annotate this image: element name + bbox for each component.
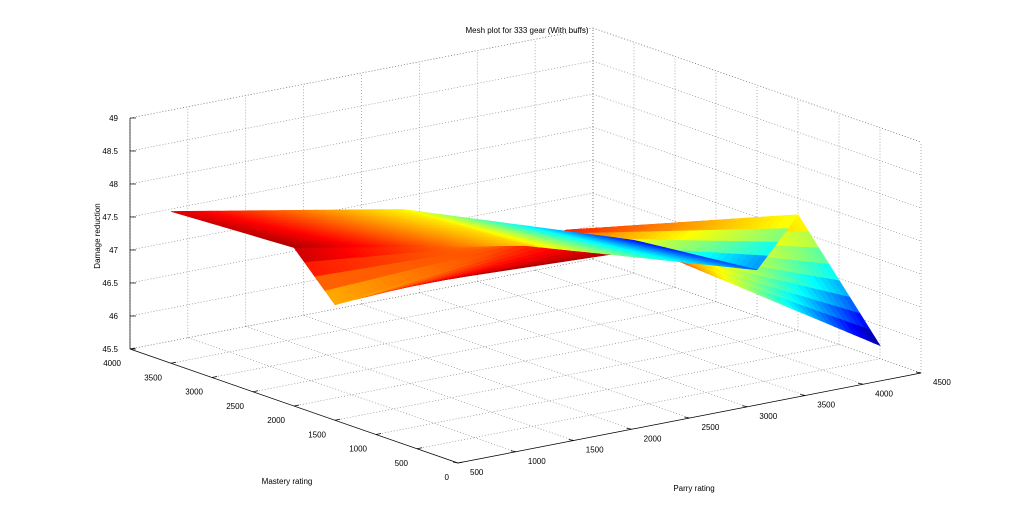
x-tick-label: 2500 (702, 423, 720, 432)
floor-gridline (293, 315, 758, 407)
y-tick-label: 3000 (185, 388, 203, 397)
x-tick-mark (858, 382, 864, 385)
chart-title: Mesh plot for 333 gear (With buffs) (465, 26, 588, 35)
floor-gridline (170, 272, 635, 364)
floor-gridline (419, 292, 748, 408)
z-tick-label: 45.5 (102, 345, 118, 354)
floor-gridline (535, 269, 864, 385)
surface-mesh (170, 209, 881, 347)
floor-gridline (375, 344, 840, 435)
back-wall-gridline (129, 192, 594, 284)
x-tick-label: 1000 (528, 457, 546, 466)
side-wall-gridline (592, 258, 922, 374)
x-tick-mark (684, 416, 690, 419)
y-tick-label: 1500 (308, 430, 326, 439)
y-tick-mark (457, 461, 464, 464)
y-tick-mark (416, 447, 423, 450)
back-wall-gridline (129, 27, 594, 119)
top-edge-gridline (129, 27, 594, 119)
x-tick-mark (800, 394, 806, 396)
y-tick-label: 500 (395, 459, 409, 468)
x-tick-label: 3500 (817, 401, 835, 410)
y-tick-mark (170, 361, 177, 364)
x-tick-mark (452, 461, 459, 464)
x-tick-mark (510, 450, 516, 453)
x-tick-label: 3000 (759, 412, 777, 421)
z-tick-label: 49 (109, 114, 118, 123)
back-wall-gridline (129, 93, 594, 185)
z-tick-label: 46 (109, 312, 118, 321)
z-axis-label: Damage reduction (93, 203, 102, 268)
x-tick-labels: 500 1000 1500 2000 2500 3000 3500 4000 4500 (470, 378, 951, 477)
floor-gridline (303, 314, 632, 430)
floor-gridline (245, 326, 574, 441)
y-tick-mark (252, 390, 259, 393)
side-wall-gridline (592, 126, 922, 242)
x-axis-label: Parry rating (673, 484, 714, 493)
x-tick-label: 2000 (644, 434, 662, 443)
z-tick-labels: 45.5 46 46.5 47 47.5 48 48.5 49 (102, 114, 118, 354)
z-tick-label: 47 (109, 246, 118, 255)
x-tick-mark (626, 427, 632, 430)
x-tick-label: 1500 (586, 446, 604, 455)
x-tick-label: 500 (470, 468, 484, 477)
y-tick-mark (211, 376, 218, 378)
floor-gridline (361, 303, 690, 419)
y-axis-label: Mastery rating (262, 477, 313, 486)
y-tick-labels: 0 500 1000 1500 2000 2500 3000 3500 4000 (103, 359, 449, 482)
side-wall-gridline (592, 93, 922, 209)
side-wall-gridline (592, 27, 922, 143)
y-tick-mark (129, 347, 136, 350)
y-tick-label: 1000 (349, 445, 367, 454)
floor-gridline (252, 301, 717, 393)
y-tick-mark (293, 404, 300, 407)
z-tick-label: 48.5 (102, 147, 118, 156)
z-tick-label: 47.5 (102, 213, 118, 222)
floor-gridline (416, 358, 881, 450)
z-tick-label: 48 (109, 180, 118, 189)
x-tick-mark (742, 405, 748, 408)
y-tick-label: 3500 (144, 373, 162, 382)
axes-layer (129, 117, 922, 464)
side-wall-gridline (592, 159, 922, 275)
floor-gridline (334, 329, 799, 421)
side-wall-gridline (592, 192, 922, 308)
back-wall-gridline (129, 126, 594, 218)
floor-gridline (187, 337, 516, 453)
y-tick-label: 2500 (226, 402, 244, 411)
z-tick-label: 46.5 (102, 279, 118, 288)
x-tick-mark (915, 371, 922, 374)
y-tick-mark (334, 418, 341, 421)
surface-cell (170, 211, 188, 215)
x-tick-label: 4000 (875, 389, 893, 398)
y-tick-label: 2000 (267, 416, 285, 425)
floor-gridline (477, 281, 806, 396)
y-tick-mark (375, 433, 382, 435)
floor-gridline (211, 287, 676, 378)
side-wall-gridline (592, 60, 922, 176)
y-tick-label: 4000 (103, 359, 121, 368)
back-wall-gridline (129, 258, 594, 350)
y-tick-label: 0 (445, 473, 450, 482)
grid-layer (129, 27, 922, 464)
top-edge-gridline (592, 27, 922, 143)
back-wall-gridline (129, 159, 594, 251)
x-tick-mark (568, 439, 574, 441)
back-wall-gridline (129, 60, 594, 152)
x-tick-label: 4500 (933, 378, 951, 387)
